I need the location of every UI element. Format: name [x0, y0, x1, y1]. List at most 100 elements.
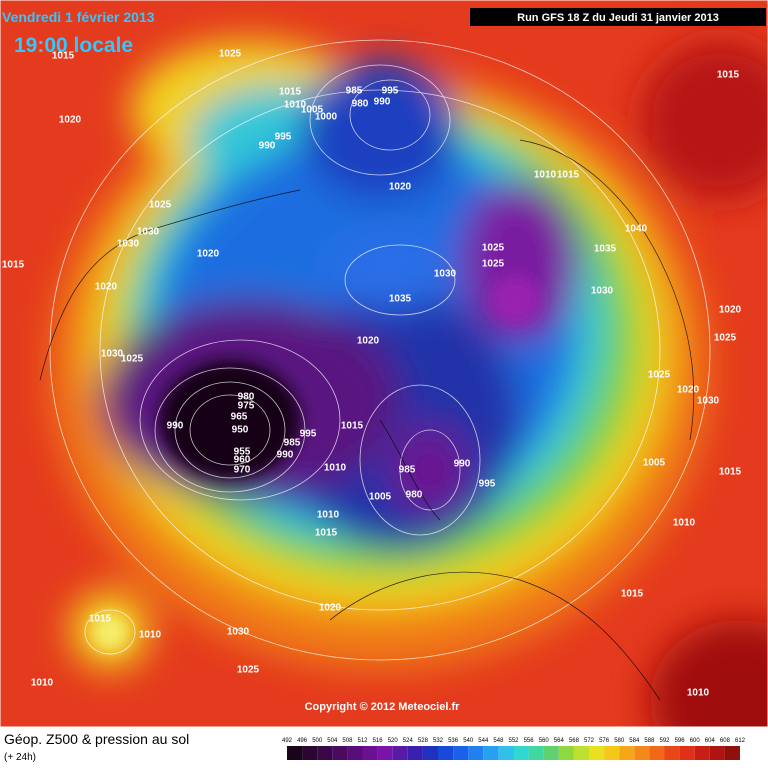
scale-swatch [347, 746, 363, 760]
run-box [470, 8, 766, 26]
isobar-label: 1015 [279, 87, 302, 98]
scale-swatch [709, 746, 725, 760]
isobar-label: 1015 [89, 614, 112, 625]
isobar-label: 1020 [719, 305, 742, 316]
isobar-label: 990 [374, 97, 391, 108]
scale-label: 604 [705, 738, 716, 744]
isobar-label: 1005 [301, 105, 324, 116]
scale-label: 552 [508, 738, 519, 744]
isobar-label: 1010 [317, 510, 340, 521]
scale-swatch [332, 746, 348, 760]
isobar-label: 960 [234, 455, 251, 466]
isobar-label: 1015 [717, 70, 740, 81]
isobar-label: 1030 [101, 349, 124, 360]
scale-swatch [468, 746, 484, 760]
scale-label: 544 [478, 738, 489, 744]
scale-swatch [694, 746, 710, 760]
isobar-label: 1030 [137, 227, 160, 238]
scale-label: 528 [418, 738, 429, 744]
scale-swatch [528, 746, 544, 760]
isobar-label: 1020 [319, 603, 342, 614]
isobar-label: 1010 [31, 678, 54, 689]
isobar-label: 990 [454, 459, 471, 470]
isobar-label: 1005 [369, 492, 392, 503]
isobar-label: 1010 [687, 688, 710, 699]
scale-swatch [422, 746, 438, 760]
time: 19:00 locale [14, 34, 133, 57]
isobar-label: 1015 [341, 421, 364, 432]
isobar-label: 1025 [482, 243, 505, 254]
scale-label: 600 [690, 738, 701, 744]
isobar-label: 980 [238, 392, 255, 403]
isobar-label: 1030 [117, 239, 140, 250]
isobar-label: 1005 [643, 458, 666, 469]
scale-swatch [589, 746, 605, 760]
isobar-label: 1030 [591, 286, 614, 297]
isobar-label: 1035 [389, 294, 412, 305]
scale-label: 520 [388, 738, 399, 744]
scale-label: 584 [629, 738, 640, 744]
isobar-label: 1010 [534, 170, 557, 181]
isobar-label: 1025 [149, 200, 172, 211]
scale-label: 500 [312, 738, 323, 744]
isobar-label: 1030 [697, 396, 720, 407]
scale-swatch [649, 746, 665, 760]
isobar-label: 1010 [324, 463, 347, 474]
scale-label: 524 [403, 738, 414, 744]
scale-swatch [453, 746, 469, 760]
scale-swatch [664, 746, 680, 760]
scale-label: 540 [463, 738, 474, 744]
isobar-label: 995 [479, 479, 496, 490]
scale-swatch [604, 746, 620, 760]
isobar-label: 990 [277, 450, 294, 461]
scale-label: 556 [524, 738, 535, 744]
isobar-label: 1010 [284, 100, 307, 111]
scale-swatch [287, 746, 303, 760]
isobar-label: 975 [238, 401, 255, 412]
isobar-label: 985 [284, 438, 301, 449]
scale-swatch [302, 746, 318, 760]
isobar-label: 955 [234, 447, 251, 458]
isobar-label: 1030 [227, 627, 250, 638]
isobar-label: 950 [232, 425, 249, 436]
scale-swatch [573, 746, 589, 760]
scale-swatch [634, 746, 650, 760]
isobar-label: 970 [234, 465, 251, 476]
scale-swatch [317, 746, 333, 760]
scale-label: 508 [342, 738, 353, 744]
isobar-label: 995 [275, 132, 292, 143]
scale-swatch [543, 746, 559, 760]
scale-swatch [438, 746, 454, 760]
scale-label: 592 [659, 738, 670, 744]
isobar-label: 985 [346, 86, 363, 97]
isobar-label: 1000 [315, 112, 338, 123]
scale-swatch [619, 746, 635, 760]
isobar-label: 1020 [197, 249, 220, 260]
isobar-label: 980 [406, 490, 423, 501]
scale-swatch [498, 746, 514, 760]
scale-label: 588 [644, 738, 655, 744]
scale-label: 492 [282, 738, 293, 744]
isobar-label: 1020 [95, 282, 118, 293]
scale-label: 516 [373, 738, 384, 744]
scale-swatch [679, 746, 695, 760]
isobar-label: 1025 [482, 259, 505, 270]
isobar-label: 1025 [648, 370, 671, 381]
scale-swatch [724, 746, 740, 760]
scale-swatch [558, 746, 574, 760]
scale-label: 608 [720, 738, 731, 744]
scale-label: 536 [448, 738, 459, 744]
scale-label: 512 [357, 738, 368, 744]
isobar-label: 1025 [237, 665, 260, 676]
scale-label: 548 [493, 738, 504, 744]
isobar-label: 1015 [52, 51, 75, 62]
isobar-label: 990 [259, 141, 276, 152]
scale-label: 576 [599, 738, 610, 744]
scale-label: 568 [569, 738, 580, 744]
scale-label: 496 [297, 738, 308, 744]
isobar-label: 995 [300, 429, 317, 440]
copyright: Copyright © 2012 Meteociel.fr [305, 701, 461, 713]
scale-label: 612 [735, 738, 746, 744]
isobar-label: 1010 [139, 630, 162, 641]
